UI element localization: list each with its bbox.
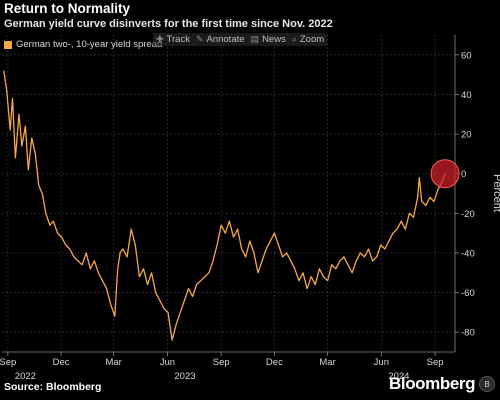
track-label: Track	[166, 34, 190, 45]
highlight-layer	[430, 159, 460, 189]
legend-swatch	[4, 40, 12, 49]
chart-toolbar: ✚ Track ✎ Annotate ▤ News ⌕ Zoom	[153, 33, 328, 46]
zoom-button[interactable]: ⌕ Zoom	[288, 33, 328, 46]
zoom-label: Zoom	[299, 34, 325, 45]
x-year-label: 2024	[388, 371, 409, 382]
news-icon: ▤	[250, 34, 260, 44]
x-tick-label: Mar	[105, 357, 121, 368]
series-line-yield-spread	[3, 70, 446, 341]
bloomberg-logo: Bloomberg B	[389, 374, 496, 394]
x-tick-label: Jun	[374, 357, 389, 368]
y-tick-label: -80	[461, 328, 475, 339]
x-tick-label: Sep	[213, 357, 230, 368]
x-year-label: 2022	[15, 371, 36, 382]
y-tick-label: -20	[461, 209, 475, 220]
news-button[interactable]: ▤ News	[247, 33, 289, 46]
y-tick-label: 20	[461, 130, 472, 141]
y-tick-label: 40	[461, 90, 472, 101]
x-axis: Sep Dec Mar Jun Sep Dec Mar Jun Sep 2022 2023 2024	[0, 351, 455, 382]
highlight-marker	[430, 159, 460, 189]
legend-label: German two-, 10-year yield spread	[16, 39, 163, 50]
chart-legend: German two-, 10-year yield spread	[4, 39, 162, 50]
annotate-button[interactable]: ✎ Annotate	[192, 33, 248, 46]
y-axis-label: Percent	[491, 174, 500, 212]
grid-lines	[2, 35, 455, 352]
x-year-label: 2023	[174, 371, 195, 382]
y-tick-label: 60	[461, 50, 472, 61]
x-tick-label: Jun	[160, 357, 175, 368]
pencil-icon: ✎	[195, 34, 204, 44]
x-tick-label: Sep	[427, 357, 444, 368]
x-tick-label: Dec	[266, 357, 283, 368]
y-tick-label: -40	[461, 248, 475, 259]
x-tick-label: Sep	[0, 357, 16, 368]
chart-subtitle: German yield curve disinverts for the fi…	[4, 18, 333, 30]
annotate-label: Annotate	[206, 34, 245, 45]
crosshair-icon: ✚	[156, 34, 164, 44]
news-label: News	[262, 34, 286, 45]
y-tick-label: -60	[461, 288, 475, 299]
x-tick-label: Dec	[53, 357, 70, 368]
bloomberg-badge-icon: B	[479, 376, 496, 392]
y-axis: 60 40 20 0 -20 -40 -60 -80	[454, 35, 475, 352]
x-tick-label: Mar	[319, 357, 335, 368]
y-tick-label: 0	[461, 169, 466, 180]
source-note: Source: Bloomberg	[4, 381, 102, 393]
magnifier-icon: ⌕	[291, 34, 297, 44]
track-button[interactable]: ✚ Track	[153, 33, 193, 46]
series-layer	[3, 70, 446, 341]
brand-text: Bloomberg	[389, 374, 476, 393]
chart-title: Return to Normality	[4, 1, 131, 16]
